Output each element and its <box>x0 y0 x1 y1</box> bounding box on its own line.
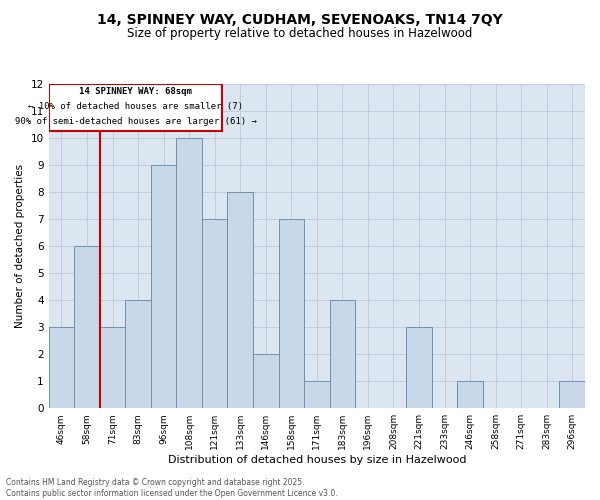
Text: 14 SPINNEY WAY: 68sqm: 14 SPINNEY WAY: 68sqm <box>79 87 192 96</box>
Text: 14, SPINNEY WAY, CUDHAM, SEVENOAKS, TN14 7QY: 14, SPINNEY WAY, CUDHAM, SEVENOAKS, TN14… <box>97 12 503 26</box>
Text: Contains HM Land Registry data © Crown copyright and database right 2025.
Contai: Contains HM Land Registry data © Crown c… <box>6 478 338 498</box>
Text: Size of property relative to detached houses in Hazelwood: Size of property relative to detached ho… <box>127 28 473 40</box>
Bar <box>304 381 329 408</box>
Bar <box>49 327 74 408</box>
Y-axis label: Number of detached properties: Number of detached properties <box>15 164 25 328</box>
Bar <box>278 219 304 408</box>
Bar <box>100 327 125 408</box>
Bar <box>329 300 355 408</box>
Bar <box>457 381 483 408</box>
Bar <box>151 165 176 408</box>
Text: 90% of semi-detached houses are larger (61) →: 90% of semi-detached houses are larger (… <box>15 116 257 126</box>
Bar <box>227 192 253 408</box>
Bar <box>176 138 202 408</box>
Bar <box>202 219 227 408</box>
X-axis label: Distribution of detached houses by size in Hazelwood: Distribution of detached houses by size … <box>167 455 466 465</box>
Text: ← 10% of detached houses are smaller (7): ← 10% of detached houses are smaller (7) <box>28 102 243 110</box>
Bar <box>49 84 223 132</box>
Bar <box>406 327 432 408</box>
Bar <box>559 381 585 408</box>
Bar <box>125 300 151 408</box>
Bar <box>253 354 278 408</box>
Bar <box>74 246 100 408</box>
